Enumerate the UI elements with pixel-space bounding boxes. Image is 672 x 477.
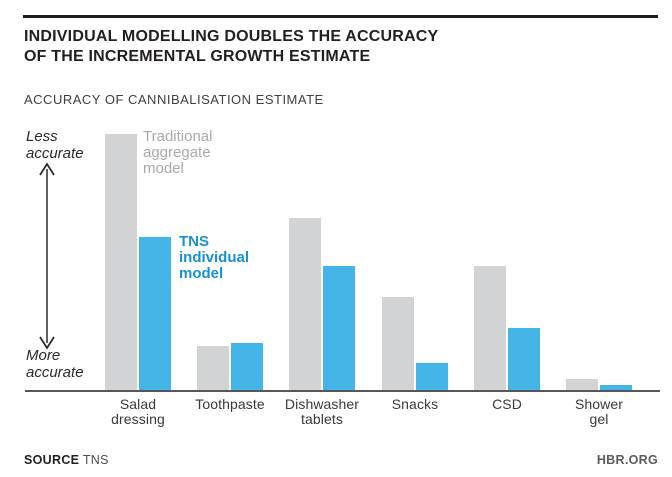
tns-model-bar-snacks [416,363,448,391]
series-label-traditional: Traditional aggregate model [143,128,213,177]
footer: SOURCE TNS HBR.ORG [24,453,658,467]
tns-model-bar-csd [508,328,540,391]
title-line-2: OF THE INCREMENTAL GROWTH ESTIMATE [24,48,371,65]
category-label-snacks: Snacks [391,396,439,412]
series-label-tns: TNS individual model [179,233,250,282]
y-axis-top-label: Less accurate [26,128,84,162]
page-title: INDIVIDUAL MODELLING DOUBLES THE ACCURAC… [24,27,438,67]
category-label-shower-gel: Shower gel [574,396,624,427]
traditional-model-bar-dishwasher-tablets [289,218,321,391]
tns-model-bar-toothpaste [231,343,263,391]
traditional-model-bar-shower-gel [566,379,598,391]
traditional-model-bar-snacks [382,297,414,391]
y-axis-bottom-label: More accurate [26,347,84,381]
tns-model-bar-shower-gel [600,385,632,391]
tns-model-bar-salad-dressing [139,237,171,391]
category-label-salad-dressing: Salad dressing [111,396,165,427]
traditional-model-bar-csd [474,266,506,391]
category-label-csd: CSD [492,396,522,412]
category-label-toothpaste: Toothpaste [195,396,265,412]
traditional-model-bar-salad-dressing [105,134,137,391]
source-credit: SOURCE TNS [24,453,109,467]
x-axis-line [25,390,660,392]
title-line-1: INDIVIDUAL MODELLING DOUBLES THE ACCURAC… [24,28,439,45]
chart-subtitle: ACCURACY OF CANNIBALISATION ESTIMATE [24,92,324,107]
tns-model-bar-dishwasher-tablets [323,266,355,391]
top-rule-divider [23,15,658,18]
hbr-org-label: HBR.ORG [596,453,658,467]
accuracy-direction-arrow-icon [39,162,55,350]
source-value: TNS [82,453,109,467]
traditional-model-bar-toothpaste [197,346,229,391]
source-word: SOURCE [24,453,80,467]
category-label-dishwasher-tablets: Dishwasher tablets [284,396,360,427]
